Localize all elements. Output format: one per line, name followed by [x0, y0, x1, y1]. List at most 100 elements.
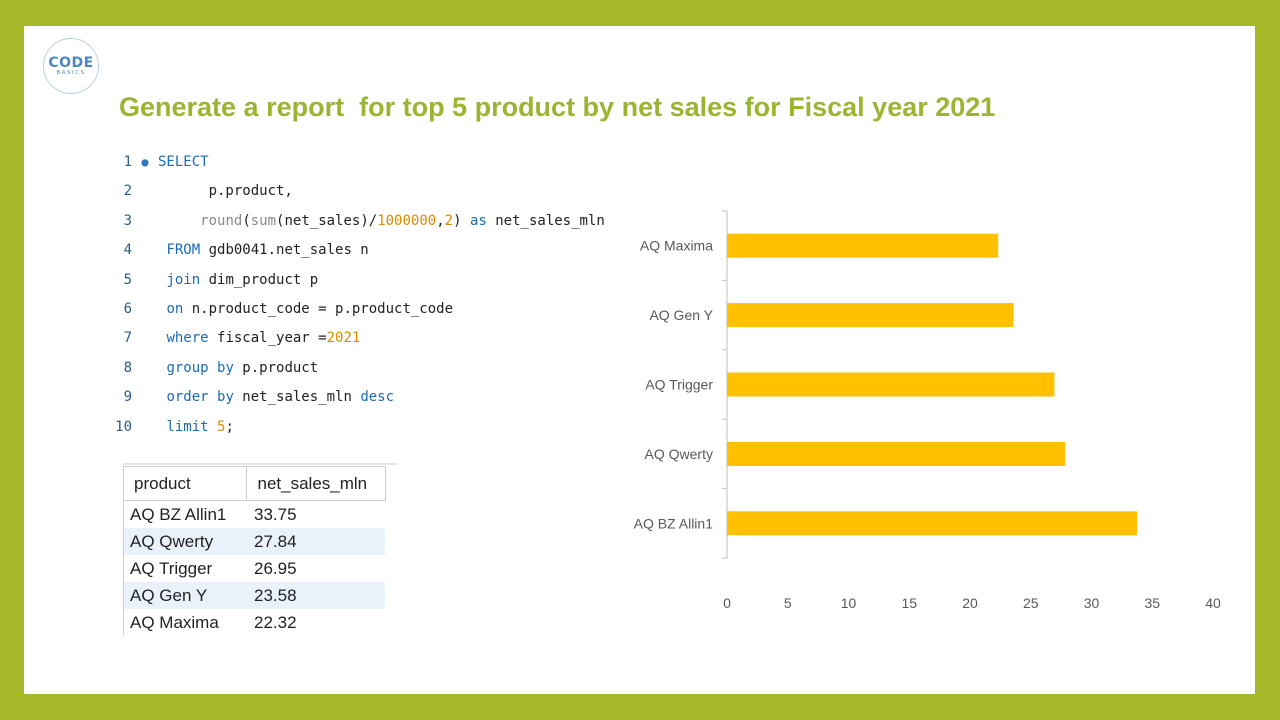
x-tick-label: 5 — [784, 595, 792, 611]
x-tick-label: 40 — [1205, 595, 1221, 611]
code-text: limit 5; — [158, 418, 234, 435]
line-number: 8 — [123, 359, 132, 376]
code-token: where — [166, 330, 209, 347]
code-token: fiscal_year = — [208, 330, 327, 347]
line-number: 10 — [115, 418, 132, 435]
code-token: gdb0041.net_sales n — [200, 242, 369, 259]
code-token: sum — [250, 212, 277, 229]
code-token: as — [469, 212, 487, 229]
bar — [727, 233, 999, 258]
code-token: 2 — [444, 212, 454, 229]
y-tick-label: AQ Qwerty — [645, 446, 713, 462]
bar — [727, 511, 1138, 536]
cell-product: AQ Trigger — [123, 555, 246, 582]
table-row: AQ Qwerty 27.84 — [123, 528, 385, 555]
code-text: round(sum(net_sales)/1000000,2) as net_s… — [158, 213, 605, 229]
code-line: 9 order by net_sales_mln desc — [114, 387, 394, 407]
y-tick-label: AQ Maxima — [640, 238, 713, 254]
code-line: 8 group by p.product — [114, 358, 319, 378]
code-token: SELECT — [158, 154, 209, 170]
net-sales-bar-chart: AQ Maxima AQ Gen Y AQ Trigger AQ Qwerty AQ B… — [634, 210, 1221, 611]
code-line: 6 on n.product_code = p.product_code — [114, 299, 453, 319]
code-token: 1000000 — [377, 212, 437, 229]
x-tick-label: 25 — [1023, 595, 1039, 611]
code-token: net_sales_mln — [486, 212, 605, 229]
code-text: group by p.product — [158, 360, 318, 376]
code-line: 1 ● SELECT — [114, 152, 209, 172]
table-row: AQ BZ Allin1 33.75 — [123, 500, 386, 528]
line-number: 2 — [123, 183, 132, 200]
result-table: product net_sales_mln AQ BZ Allin1 33.75… — [123, 466, 386, 636]
code-line: 4 FROM gdb0041.net_sales n — [114, 240, 369, 260]
code-token: on — [166, 301, 184, 317]
code-text: FROM gdb0041.net_sales n — [158, 242, 369, 259]
code-text: where fiscal_year =2021 — [158, 330, 360, 346]
x-tick-label: 10 — [841, 595, 857, 611]
table-row: AQ Maxima 22.32 — [123, 609, 386, 636]
x-tick-label: 30 — [1084, 595, 1100, 611]
code-text: SELECT — [158, 154, 209, 170]
bar — [727, 441, 1066, 466]
column-header-product: product — [123, 466, 247, 501]
slide-title: Generate a report for top 5 product by n… — [119, 92, 996, 122]
code-token: FROM — [166, 242, 201, 259]
code-token: join — [166, 271, 201, 288]
code-token: ( — [242, 212, 251, 229]
code-token — [209, 419, 217, 435]
cell-net-sales: 23.58 — [246, 582, 385, 609]
code-line: 5 join dim_product p — [114, 270, 319, 290]
x-tick-label: 20 — [962, 595, 978, 611]
cell-product: AQ Qwerty — [123, 528, 246, 555]
y-tick-label: AQ Trigger — [645, 377, 713, 393]
code-token: 2021 — [326, 330, 361, 347]
cell-net-sales: 26.95 — [254, 558, 297, 578]
table-top-border — [123, 463, 398, 465]
code-token — [158, 213, 200, 229]
y-tick-label: AQ Gen Y — [649, 307, 713, 323]
line-number: 4 — [123, 242, 132, 259]
cell-net-sales: 22.32 — [254, 612, 297, 632]
code-token: desc — [360, 389, 395, 406]
logo-sub-text: BASICS — [56, 69, 86, 76]
code-text: p.product, — [158, 183, 293, 199]
logo-main-text: CODE — [48, 54, 94, 71]
x-tick-label: 0 — [723, 595, 731, 611]
table-row: AQ Gen Y 23.58 — [123, 582, 385, 609]
code-token: ) — [453, 212, 470, 229]
code-token: ; — [225, 418, 234, 435]
slide: CODE BASICS Generate a report for top 5 … — [24, 26, 1255, 694]
table-header-row: product net_sales_mln — [123, 466, 386, 501]
code-token: order by — [166, 389, 234, 406]
code-token: p.product, — [158, 183, 293, 200]
code-text: join dim_product p — [158, 272, 318, 288]
cell-product: AQ Gen Y — [123, 582, 246, 609]
table-row: AQ Trigger 26.95 — [123, 555, 386, 582]
code-token: (net_sales)/ — [276, 212, 378, 229]
cell-net-sales: 33.75 — [254, 504, 297, 524]
y-tick-label: AQ BZ Allin1 — [634, 515, 714, 531]
code-text: on n.product_code = p.product_code — [158, 301, 453, 317]
code-line: 10 limit 5; — [114, 417, 234, 437]
line-number: 3 — [123, 212, 132, 229]
code-line: 7 where fiscal_year =2021 — [114, 328, 361, 348]
line-number: 6 — [123, 301, 132, 317]
code-token: group by — [166, 359, 234, 376]
line-marker: ● — [141, 155, 149, 169]
code-token: p.product — [233, 359, 319, 376]
bar — [727, 372, 1055, 397]
code-line: 3 round(sum(net_sales)/1000000,2) as net… — [114, 211, 605, 231]
code-line: 2 p.product, — [114, 181, 293, 201]
bar — [727, 303, 1014, 328]
x-tick-label: 35 — [1144, 595, 1160, 611]
code-token: net_sales_mln — [233, 389, 361, 406]
code-token: , — [436, 212, 445, 229]
column-header-net-sales: net_sales_mln — [245, 466, 386, 501]
code-token: n.product_code = p.product_code — [183, 301, 454, 317]
line-number: 1 — [123, 154, 132, 170]
code-token: dim_product p — [200, 271, 319, 288]
cell-product: AQ Maxima — [123, 609, 246, 636]
code-text: order by net_sales_mln desc — [158, 389, 394, 405]
line-number: 7 — [123, 330, 132, 347]
code-token: round — [200, 212, 243, 229]
code-basics-logo: CODE BASICS — [43, 38, 99, 94]
